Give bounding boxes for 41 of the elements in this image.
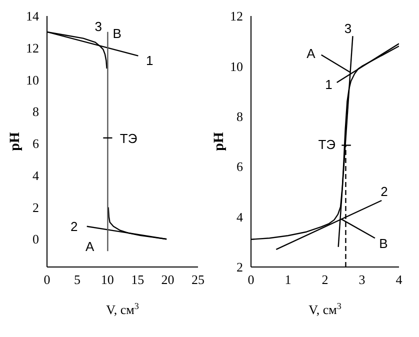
annotation: A <box>306 46 316 61</box>
annotation: ТЭ <box>318 137 336 152</box>
annotation: 3 <box>344 20 352 36</box>
x-tick-label: 5 <box>74 272 80 288</box>
x-tick-label: 0 <box>44 272 50 288</box>
y-tick-label: 12 <box>26 40 39 56</box>
x-tick-label: 1 <box>284 272 292 288</box>
y-tick-label: 0 <box>32 232 39 247</box>
annotation: 1 <box>146 52 154 68</box>
x-axis-title: V, см$^{3}$ <box>308 301 342 317</box>
x-tick-label: 25 <box>192 272 204 288</box>
y-tick-label: 12 <box>230 8 243 24</box>
y-tick-label: 6 <box>236 159 244 174</box>
y-tick-label: 2 <box>32 200 39 215</box>
annotation: A <box>86 239 94 254</box>
y-tick-label: 4 <box>236 209 244 224</box>
x-tick-label: 4 <box>396 272 403 288</box>
annotation: 1 <box>325 77 332 92</box>
x-axis-title: V, см$^{3}$ <box>106 301 140 317</box>
annotation: 3 <box>94 19 102 34</box>
annotation: B <box>379 236 388 252</box>
y-tick-label: 10 <box>230 58 243 74</box>
annotation: 2 <box>70 218 78 234</box>
y-tick-label: 8 <box>236 109 243 124</box>
annotation: ТЭ <box>120 130 138 146</box>
y-tick-label: 10 <box>26 72 39 88</box>
y-tick-label: 4 <box>32 168 40 183</box>
y-tick-label: 2 <box>236 260 243 275</box>
x-tick-label: 10 <box>100 272 114 288</box>
x-tick-label: 20 <box>161 272 174 288</box>
y-axis-title: pH <box>212 132 226 151</box>
x-tick-label: 15 <box>131 272 144 288</box>
x-tick-label: 2 <box>322 272 328 288</box>
annotation: 2 <box>380 184 388 199</box>
x-tick-label: 3 <box>358 272 366 288</box>
x-tick-label: 0 <box>248 272 254 288</box>
y-tick-label: 6 <box>32 136 40 152</box>
y-tick-label: 14 <box>26 8 40 24</box>
annotation: B <box>112 26 122 41</box>
y-tick-label: 8 <box>32 104 39 120</box>
y-axis-title: pH <box>8 132 22 151</box>
